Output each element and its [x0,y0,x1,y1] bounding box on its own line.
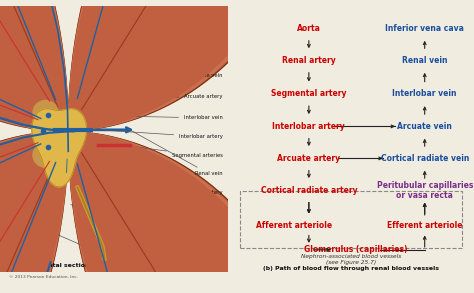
Text: Segmental artery: Segmental artery [271,89,346,98]
Text: Renal cortex: Renal cortex [36,226,137,264]
Text: Interlobar vein: Interlobar vein [78,115,223,120]
Text: © 2013 Pearson Education, Inc.: © 2013 Pearson Education, Inc. [9,275,78,279]
Text: Arcuate vein: Arcuate vein [87,73,223,80]
Text: Inferior vena cava: Inferior vena cava [385,24,464,33]
Text: (b) Path of blood flow through renal blood vessels: (b) Path of blood flow through renal blo… [263,266,439,271]
Text: Cortical radiate
artery: Cortical radiate artery [94,46,223,59]
Text: Renal vein: Renal vein [130,130,223,176]
Text: Glomerulus (capillaries): Glomerulus (capillaries) [304,245,408,254]
Text: Renal pelvis: Renal pelvis [98,172,223,214]
Text: Aorta: Aorta [297,24,321,33]
Text: Interlobar artery: Interlobar artery [273,122,345,131]
Text: Renal artery: Renal artery [282,56,336,65]
Text: Interlobar vein: Interlobar vein [392,89,457,98]
Text: Peritubular capillaries
or vasa recta: Peritubular capillaries or vasa recta [376,181,473,200]
Text: Renal vein: Renal vein [402,56,447,65]
Polygon shape [0,0,301,293]
Ellipse shape [48,122,66,141]
Text: Cortical radiate artery: Cortical radiate artery [261,186,357,195]
Text: Efferent arteriole: Efferent arteriole [387,221,463,230]
Text: Arcuate artery: Arcuate artery [89,94,223,99]
Polygon shape [0,0,288,293]
Text: Renal medulla: Renal medulla [71,205,171,248]
Polygon shape [0,0,296,293]
Ellipse shape [33,100,58,125]
Text: Cortical radiate
vein: Cortical radiate vein [89,19,223,40]
Text: Renal artery: Renal artery [130,149,223,195]
Text: Interlobar artery: Interlobar artery [80,129,223,139]
Text: Afferent arteriole: Afferent arteriole [256,221,332,230]
Text: Ureter: Ureter [109,199,223,230]
Text: Nephron-associated blood vessels
(see Figure 25.7): Nephron-associated blood vessels (see Fi… [301,254,401,265]
Bar [240,191,462,248]
Text: Cortical radiate vein: Cortical radiate vein [381,154,469,163]
Polygon shape [32,109,86,187]
Text: Segmental arteries: Segmental arteries [100,142,223,158]
Ellipse shape [33,143,58,167]
Text: (a) Frontal section illustrating major blood vessels: (a) Frontal section illustrating major b… [25,263,202,268]
Text: Arcuate vein: Arcuate vein [397,122,452,131]
Text: Arcuate artery: Arcuate artery [277,154,340,163]
